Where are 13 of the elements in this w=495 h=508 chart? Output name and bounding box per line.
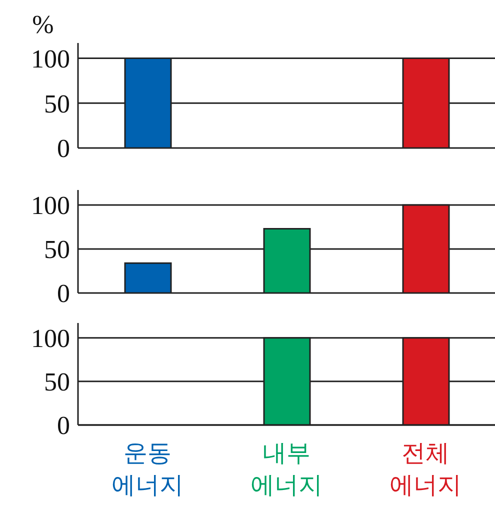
y-tick-label: 50 xyxy=(44,89,70,118)
x-tick-label: 전체 에너지 xyxy=(390,439,462,499)
y-tick-label: 100 xyxy=(31,324,70,354)
y-tick-label: 0 xyxy=(57,411,70,440)
x-tick-label: 내부 에너지 xyxy=(250,439,322,499)
y-axis-title: % xyxy=(32,10,54,39)
y-tick-label: 100 xyxy=(31,44,70,74)
y-tick-label: 50 xyxy=(44,235,70,264)
x-tick-label: 운동 에너지 xyxy=(112,439,184,499)
y-tick-label: 50 xyxy=(44,368,70,397)
y-tick-label: 0 xyxy=(57,279,70,308)
y-tick-label: 100 xyxy=(31,191,70,220)
y-tick-label: 0 xyxy=(57,134,70,164)
